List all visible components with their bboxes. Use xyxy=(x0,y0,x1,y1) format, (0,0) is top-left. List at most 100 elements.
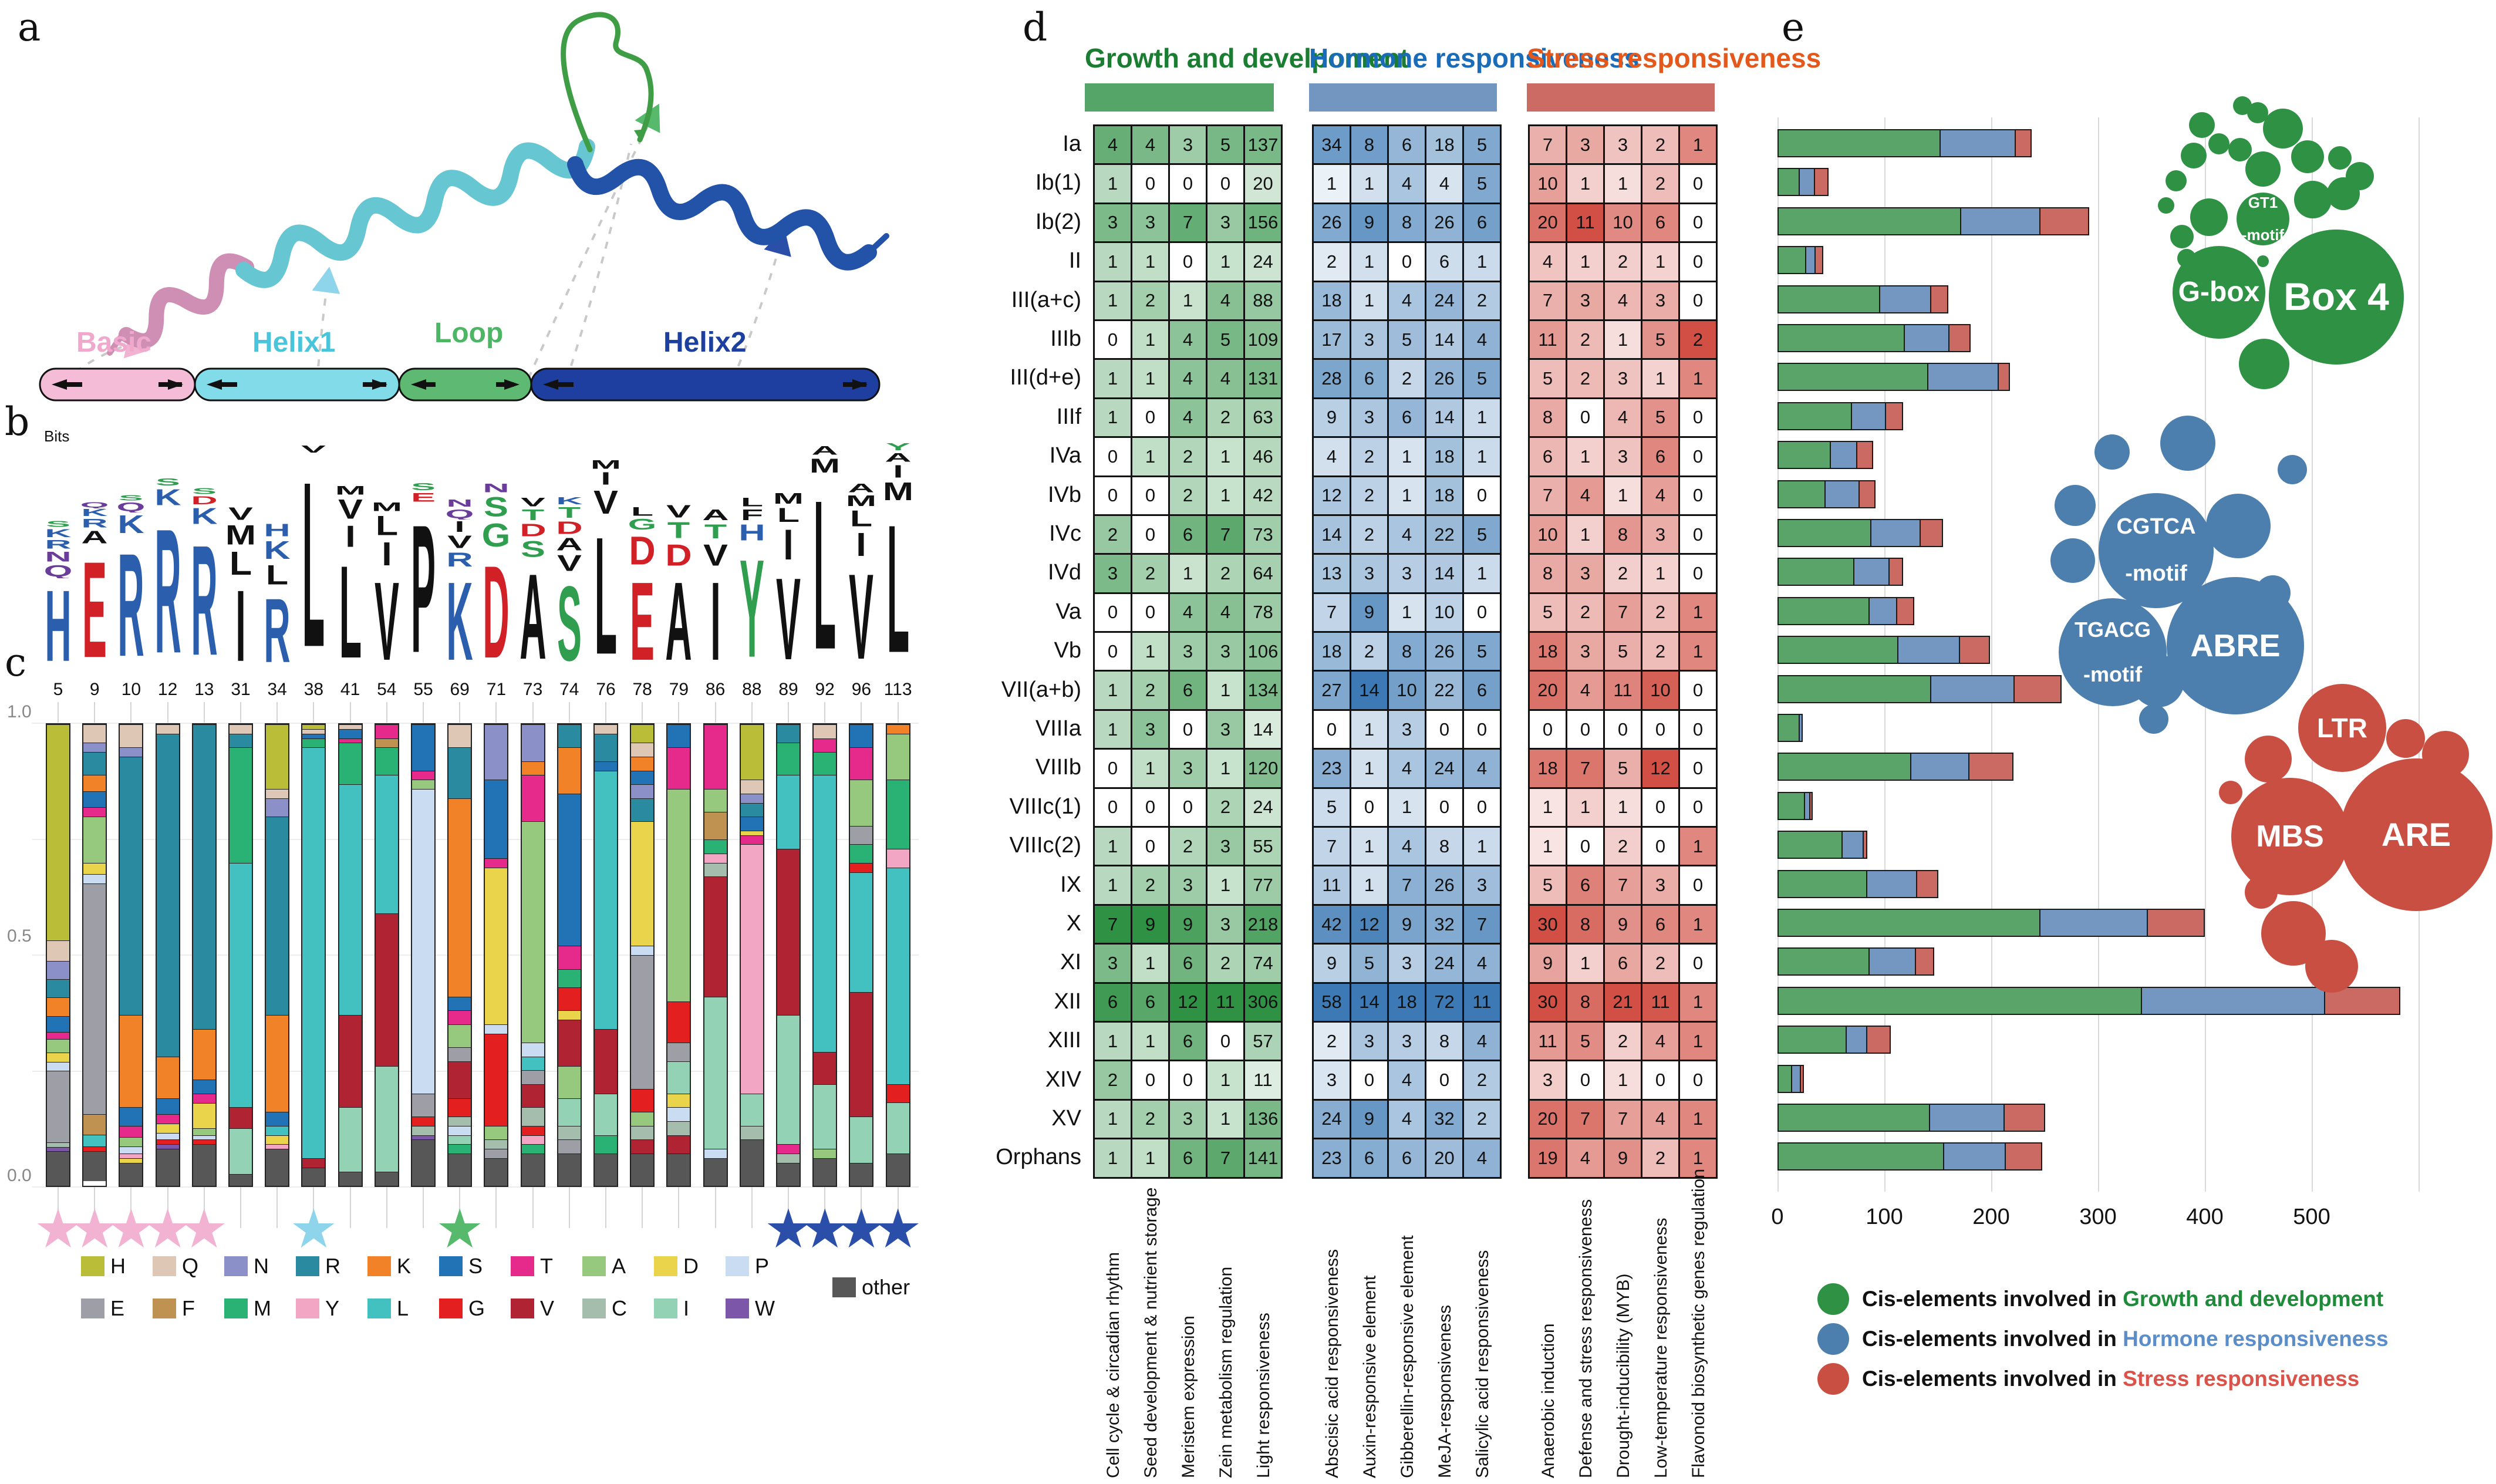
heatmap-cell: 6 xyxy=(1095,983,1131,1021)
composition-segment-E xyxy=(485,1149,508,1158)
heatmap-cell: 8 xyxy=(1567,905,1603,943)
heatmap-cell: 0 xyxy=(1567,399,1603,437)
heatmap-cell: 1 xyxy=(1132,1022,1168,1060)
heatmap-cell: 131 xyxy=(1245,360,1281,397)
heatmap-cell: 2 xyxy=(1605,1022,1641,1060)
heatmap-cell: 0 xyxy=(1680,1061,1716,1099)
heatmap-column-label: Flavonoid biosynthetic genes regulation xyxy=(1688,1168,1708,1478)
logo-position-label: 12 xyxy=(157,680,178,699)
composition-segment-Q xyxy=(631,743,654,757)
composition-segment-C xyxy=(47,1142,69,1147)
composition-segment-V xyxy=(302,1158,325,1168)
logo-position-label: 78 xyxy=(632,680,652,699)
logo-position-label: 34 xyxy=(267,680,287,699)
e-legend-phrase: Hormone responsiveness xyxy=(2123,1327,2389,1351)
legend-swatch-N xyxy=(224,1256,248,1276)
composition-segment-other xyxy=(595,1153,617,1186)
e-bar-row xyxy=(1777,1026,1891,1054)
heatmap-cell: 5 xyxy=(1605,750,1641,787)
composition-segment-I xyxy=(814,1084,837,1149)
heatmap-cell: 0 xyxy=(1095,438,1131,475)
heatmap-cell: 1 xyxy=(1567,788,1603,827)
heatmap-cell: 4 xyxy=(1314,438,1350,475)
svg-text:S: S xyxy=(156,477,180,487)
red-bubble-labeled: ARE xyxy=(2340,758,2492,911)
logo-letter-L: L xyxy=(333,538,367,686)
composition-segment-S xyxy=(631,770,654,785)
c-tick-line xyxy=(532,1187,534,1228)
svg-text:D: D xyxy=(629,531,656,569)
c-tick-line xyxy=(897,1187,899,1228)
e-bar-segment xyxy=(1777,480,1826,508)
composition-segment-G xyxy=(156,1139,179,1145)
composition-segment-S xyxy=(193,1080,215,1094)
domain-star: ★ xyxy=(800,1199,849,1259)
logo-letter-T: T xyxy=(699,520,733,543)
heatmap-cell: 218 xyxy=(1245,905,1281,943)
heatmap-cell: 17 xyxy=(1314,321,1350,359)
logo-tick-line xyxy=(751,702,753,723)
bubble-label: -motif xyxy=(2125,561,2187,586)
composition-segment-other xyxy=(412,1139,434,1186)
composition-bar xyxy=(666,723,692,1187)
heatmap-cell: 1 xyxy=(1095,1022,1131,1060)
heatmap-cell: 0 xyxy=(1170,165,1206,203)
logo-letter-R: R xyxy=(260,581,294,682)
svg-text:G: G xyxy=(628,517,657,531)
composition-segment-I xyxy=(339,1107,362,1172)
heatmap-cell: 4 xyxy=(1567,1139,1603,1177)
heatmap-row-label: IIIf xyxy=(1056,404,1081,429)
heatmap-cell: 24 xyxy=(1426,945,1462,982)
heatmap-cell: 4 xyxy=(1170,321,1206,359)
logo-letter-A: A xyxy=(881,450,915,464)
composition-segment-other xyxy=(558,1153,581,1186)
composition-segment-E xyxy=(521,1070,544,1085)
composition-segment-C xyxy=(412,1125,434,1135)
composition-segment-H xyxy=(302,724,325,729)
heatmap-cell: 0 xyxy=(1680,866,1716,904)
heatmap-cell: 14 xyxy=(1351,672,1387,709)
heatmap-cell: 9 xyxy=(1351,593,1387,632)
logo-letter-K: K xyxy=(260,537,294,565)
composition-segment-F xyxy=(375,738,398,748)
heatmap-cell: 12 xyxy=(1642,750,1678,787)
heatmap-cell: 7 xyxy=(1207,515,1243,554)
heatmap-cell: 6 xyxy=(1567,866,1603,904)
composition-segment-K xyxy=(266,1015,289,1112)
heatmap-row-label: II xyxy=(1068,248,1081,274)
composition-segment-other xyxy=(47,1151,69,1186)
svg-text:V: V xyxy=(302,444,326,454)
c-tick-line xyxy=(240,1187,241,1228)
svg-text:N: N xyxy=(447,498,473,508)
svg-text:I: I xyxy=(856,529,866,559)
composition-segment-D xyxy=(120,1158,143,1163)
composition-segment-other xyxy=(777,1162,800,1186)
svg-text:A: A xyxy=(812,444,838,456)
composition-segment-C xyxy=(558,1125,581,1140)
logo-letter-M: M xyxy=(224,520,258,551)
bubble-label: CGTCA xyxy=(2116,514,2196,539)
blue-bubble xyxy=(2094,434,2130,470)
green-bubble xyxy=(2166,170,2187,191)
ribbon-cartoon xyxy=(107,12,889,356)
e-legend-phrase: Stress responsiveness xyxy=(2123,1367,2360,1391)
c-axis-tick-1: 1.0 xyxy=(7,702,32,721)
heatmap-cell: 1 xyxy=(1132,321,1168,359)
heatmap-cell: 3 xyxy=(1464,866,1500,904)
composition-segment-R xyxy=(266,817,289,1016)
heatmap-row-label: Ib(2) xyxy=(1035,209,1081,234)
composition-segment-T xyxy=(704,724,727,790)
heatmap-cell: 1 xyxy=(1132,633,1168,670)
heatmap-cell: 2 xyxy=(1567,593,1603,632)
e-bar-row xyxy=(1777,246,1823,275)
heatmap-cell: 1 xyxy=(1207,1100,1243,1138)
heatmap-cell: 6 xyxy=(1170,1022,1206,1060)
heatmap-row-label: III(d+e) xyxy=(1010,365,1081,390)
e-bar-segment xyxy=(1856,441,1874,470)
e-bar-row xyxy=(1777,324,1971,352)
composition-bar xyxy=(119,723,144,1187)
heatmap-cell: 1 xyxy=(1132,1139,1168,1177)
helix1-helix xyxy=(235,139,595,288)
composition-segment-M xyxy=(521,1144,544,1154)
logo-position-label: 31 xyxy=(231,680,251,699)
